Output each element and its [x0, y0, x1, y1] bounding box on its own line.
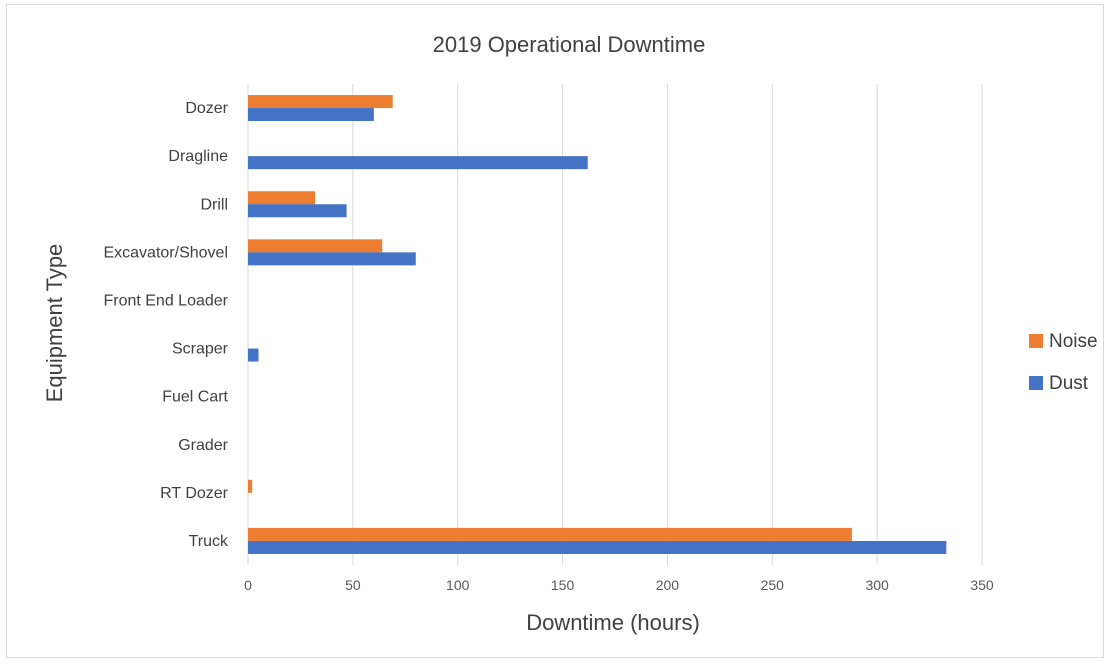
y-category-label: RT Dozer [160, 485, 229, 502]
y-axis-category-labels: Dozer Dragline Drill Excavator/Shovel Front … [103, 100, 229, 550]
bar-noise [248, 95, 393, 109]
y-category-label: Front End Loader [103, 292, 228, 309]
y-category-label: Truck [189, 533, 229, 550]
bar-noise [248, 479, 253, 493]
y-category-label: Dozer [185, 100, 228, 117]
bar-noise [248, 527, 852, 541]
y-category-label: Excavator/Shovel [103, 244, 228, 261]
x-tick-label: 0 [244, 577, 252, 593]
y-category-label: Dragline [168, 148, 228, 165]
y-category-label: Drill [200, 196, 228, 213]
legend-label-dust: Dust [1049, 373, 1089, 394]
x-tick-label: 250 [761, 577, 785, 593]
bar-dust [248, 252, 416, 266]
legend-swatch-noise [1029, 334, 1043, 348]
x-tick-label: 200 [656, 577, 680, 593]
x-axis-tick-labels: 0 50 100 150 200 250 300 350 [244, 577, 994, 593]
bar-dust [248, 108, 374, 122]
legend-swatch-dust [1029, 376, 1043, 390]
x-tick-label: 300 [865, 577, 889, 593]
bar-noise [248, 191, 316, 205]
x-tick-label: 150 [551, 577, 575, 593]
chart-title: 2019 Operational Downtime [433, 32, 706, 57]
x-tick-label: 100 [446, 577, 470, 593]
bar-noise [248, 239, 383, 253]
bars [248, 95, 947, 554]
y-category-label: Grader [178, 437, 228, 454]
bar-dust [248, 348, 259, 362]
y-category-label: Scraper [172, 341, 229, 358]
y-axis-title: Equipment Type [42, 244, 67, 403]
bar-dust [248, 204, 347, 218]
legend: Noise Dust [1029, 331, 1098, 394]
bar-dust [248, 540, 947, 554]
y-category-label: Fuel Cart [162, 389, 228, 406]
legend-label-noise: Noise [1049, 331, 1098, 352]
bar-dust [248, 156, 588, 170]
x-axis-title: Downtime (hours) [526, 610, 700, 635]
x-tick-label: 50 [345, 577, 361, 593]
x-tick-label: 350 [970, 577, 994, 593]
